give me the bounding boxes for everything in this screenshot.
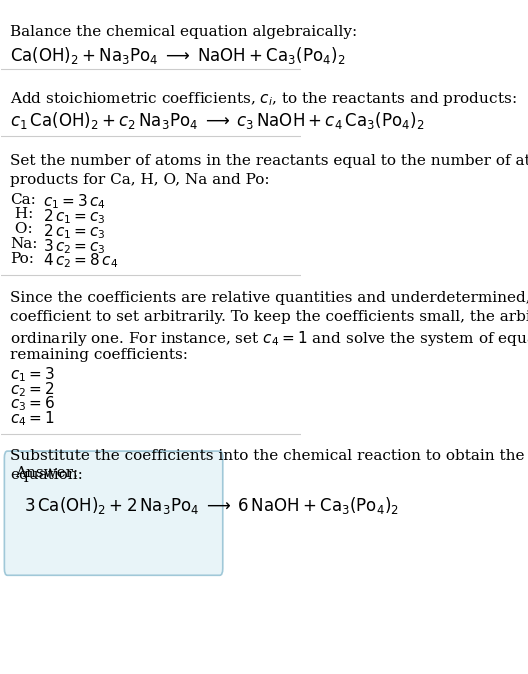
Text: $c_1\,\mathrm{Ca(OH)_2} + c_2\,\mathrm{Na_3Po_4} \;\longrightarrow\; c_3\,\mathr: $c_1\,\mathrm{Ca(OH)_2} + c_2\,\mathrm{N… (11, 110, 425, 131)
Text: Substitute the coefficients into the chemical reaction to obtain the balanced: Substitute the coefficients into the che… (11, 449, 528, 463)
Text: $3\,c_2 = c_3$: $3\,c_2 = c_3$ (43, 237, 106, 255)
Text: Add stoichiometric coefficients, $c_i$, to the reactants and products:: Add stoichiometric coefficients, $c_i$, … (11, 90, 517, 108)
Text: Answer:: Answer: (15, 466, 78, 480)
Text: ordinarily one. For instance, set $c_4 = 1$ and solve the system of equations fo: ordinarily one. For instance, set $c_4 =… (11, 329, 528, 348)
Text: Ca:: Ca: (11, 193, 36, 207)
Text: $c_1 = 3\,c_4$: $c_1 = 3\,c_4$ (43, 193, 106, 212)
Text: Po:: Po: (11, 252, 34, 266)
Text: Balance the chemical equation algebraically:: Balance the chemical equation algebraica… (11, 25, 357, 39)
Text: $4\,c_2 = 8\,c_4$: $4\,c_2 = 8\,c_4$ (43, 252, 118, 270)
Text: $c_2 = 2$: $c_2 = 2$ (11, 380, 55, 398)
Text: O:: O: (11, 222, 33, 236)
Text: $2\,c_1 = c_3$: $2\,c_1 = c_3$ (43, 222, 106, 241)
Text: coefficient to set arbitrarily. To keep the coefficients small, the arbitrary va: coefficient to set arbitrarily. To keep … (11, 310, 528, 324)
FancyBboxPatch shape (4, 451, 223, 576)
Text: Na:: Na: (11, 237, 38, 251)
Text: $c_1 = 3$: $c_1 = 3$ (11, 365, 55, 384)
Text: equation:: equation: (11, 468, 83, 482)
Text: Set the number of atoms in the reactants equal to the number of atoms in the: Set the number of atoms in the reactants… (11, 154, 528, 168)
Text: H:: H: (11, 208, 34, 222)
Text: products for Ca, H, O, Na and Po:: products for Ca, H, O, Na and Po: (11, 173, 270, 187)
Text: $c_3 = 6$: $c_3 = 6$ (11, 395, 55, 413)
Text: remaining coefficients:: remaining coefficients: (11, 348, 188, 362)
Text: Since the coefficients are relative quantities and underdetermined, choose a: Since the coefficients are relative quan… (11, 291, 528, 305)
Text: $2\,c_1 = c_3$: $2\,c_1 = c_3$ (43, 208, 106, 226)
Text: $c_4 = 1$: $c_4 = 1$ (11, 410, 55, 428)
Text: $\mathrm{Ca(OH)_2 + Na_3Po_4 \;\longrightarrow\; NaOH + Ca_3(Po_4)_2}$: $\mathrm{Ca(OH)_2 + Na_3Po_4 \;\longrigh… (11, 45, 346, 66)
Text: $3\,\mathrm{Ca(OH)_2} + 2\,\mathrm{Na_3Po_4} \;\longrightarrow\; 6\,\mathrm{NaOH: $3\,\mathrm{Ca(OH)_2} + 2\,\mathrm{Na_3P… (24, 495, 399, 516)
